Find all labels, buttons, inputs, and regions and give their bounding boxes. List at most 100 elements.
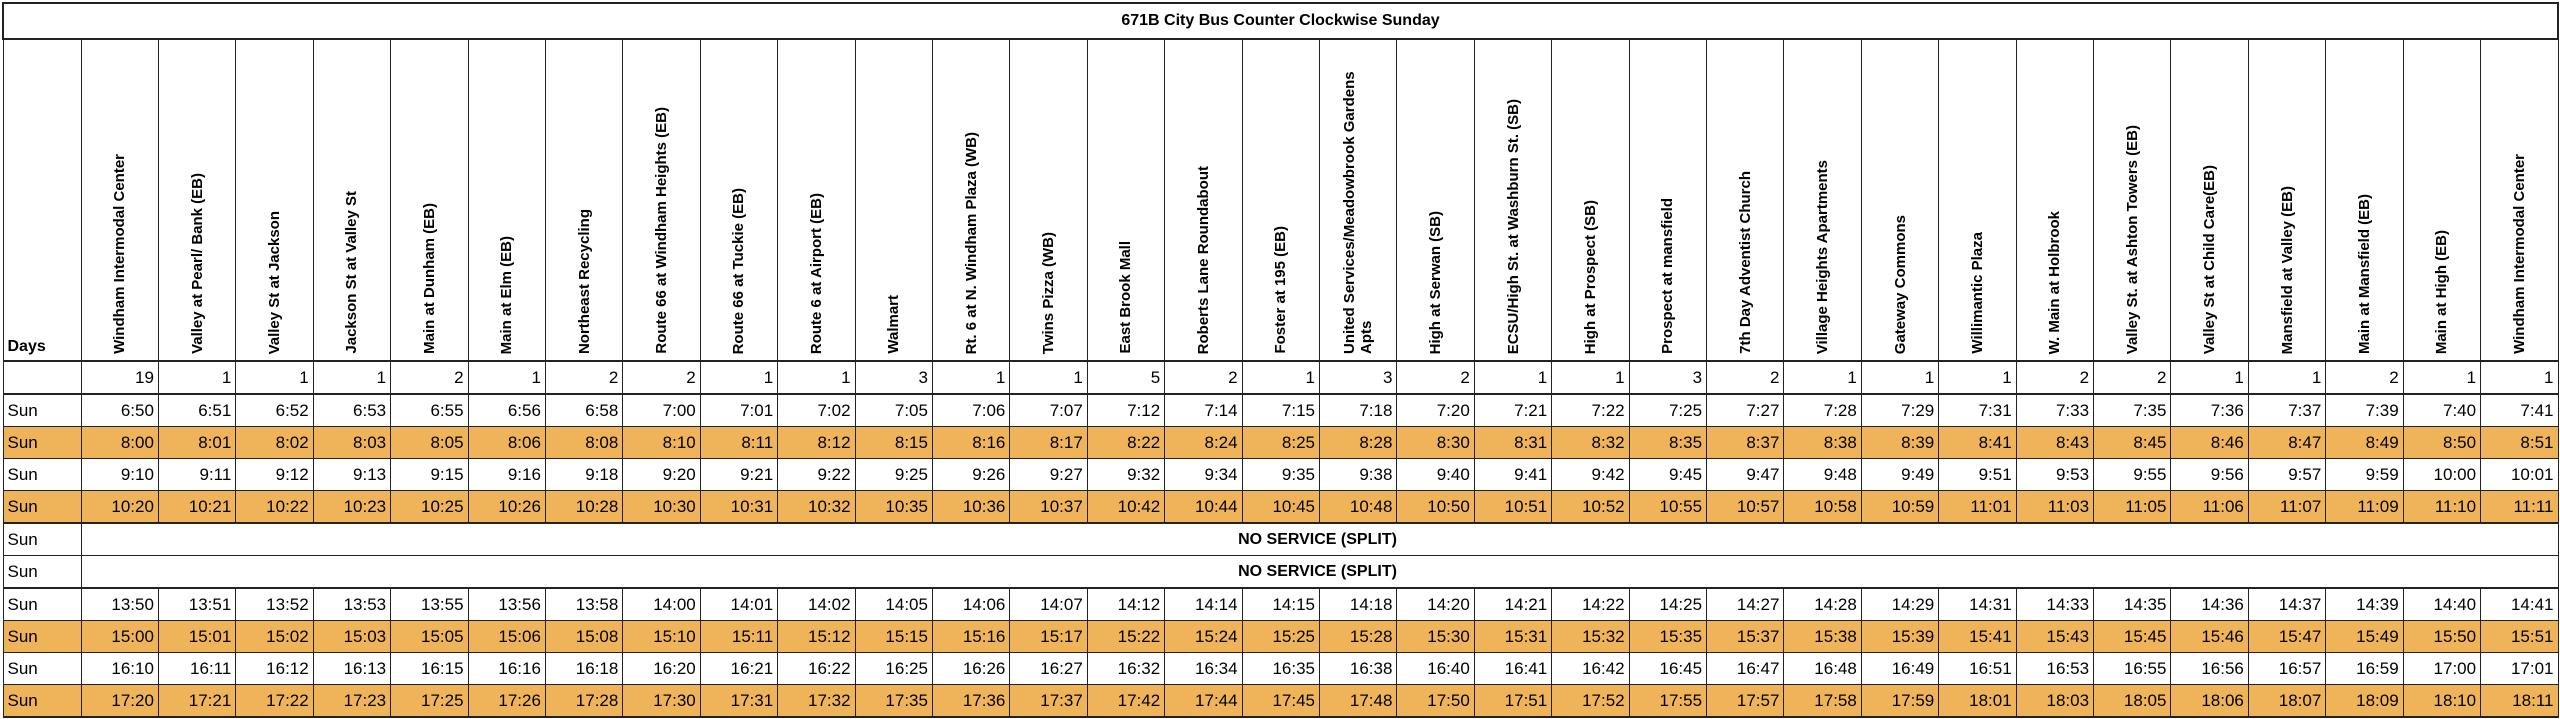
stop-count: 1 <box>467 360 546 395</box>
time-cell: 8:47 <box>2247 426 2327 459</box>
time-cell: 10:55 <box>1628 490 1708 524</box>
time-cell: 16:20 <box>622 652 701 685</box>
time-cell: 7:00 <box>622 393 701 427</box>
time-cell: 14:15 <box>1241 587 1321 621</box>
trip-row: Sun 9:10 9:11 9:12 9:13 9:15 9:16 9:18 9:20 9:21 9… <box>2 458 2559 491</box>
stop-header: Rt. 6 at N. Windham Plaza (WB) <box>931 38 1011 362</box>
time-cell: 7:12 <box>1086 393 1166 427</box>
time-cell: 10:30 <box>622 490 701 524</box>
time-cell: 7:21 <box>1473 393 1553 427</box>
stop-header: Windham Intermodal Center <box>80 38 159 362</box>
time-cell: 10:28 <box>544 490 624 524</box>
stop-header: High at Prospect (SB) <box>1551 38 1630 362</box>
stop-header: Route 66 at Tuckie (EB) <box>699 38 779 362</box>
time-cell: 16:27 <box>1009 652 1088 685</box>
stop-name: Valley St. at Ashton Towers (EB) <box>2123 124 2141 354</box>
time-cell: 16:47 <box>1706 652 1785 685</box>
time-cell: 14:06 <box>931 587 1011 621</box>
stop-count: 1 <box>2247 360 2327 395</box>
stop-name: Windham Intermodal Center <box>111 154 129 354</box>
stop-name: Main at High (EB) <box>2433 229 2451 354</box>
time-cell: 15:38 <box>1783 620 1862 653</box>
time-cell: 17:44 <box>1164 684 1243 718</box>
time-cell: 10:22 <box>235 490 314 524</box>
stop-name: High at Prospect (SB) <box>1581 199 1599 354</box>
time-cell: 8:05 <box>390 426 469 459</box>
time-cell: 10:31 <box>699 490 779 524</box>
time-cell: 15:10 <box>622 620 701 653</box>
time-cell: 14:20 <box>1396 587 1475 621</box>
time-cell: 15:43 <box>2015 620 2095 653</box>
time-cell: 15:37 <box>1706 620 1785 653</box>
time-cell: 10:35 <box>854 490 933 524</box>
time-cell: 14:01 <box>699 587 779 621</box>
time-cell: 15:50 <box>2402 620 2482 653</box>
time-cell: 8:17 <box>1009 426 1088 459</box>
trip-day: Sun <box>2 620 82 653</box>
time-cell: 17:30 <box>622 684 701 718</box>
stop-count-row: 19 1 1 1 2 1 2 2 1 1 3 1 1 5 2 1 3 2 1 1 3 2 1 1 1 2 2 1 1 2 1 1 <box>2 360 2559 395</box>
time-cell: 15:15 <box>854 620 933 653</box>
time-cell: 15:16 <box>931 620 1011 653</box>
time-cell: 8:31 <box>1473 426 1553 459</box>
stop-header: Walmart <box>854 38 933 362</box>
time-cell: 16:59 <box>2325 652 2404 685</box>
time-cell: 17:31 <box>699 684 779 718</box>
stop-name: Main at Elm (EB) <box>498 235 516 354</box>
time-cell: 8:00 <box>80 426 159 459</box>
stop-count: 3 <box>854 360 933 395</box>
time-cell: 16:15 <box>390 652 469 685</box>
time-cell: 17:58 <box>1783 684 1862 718</box>
time-cell: 7:25 <box>1628 393 1708 427</box>
time-cell: 8:03 <box>312 426 392 459</box>
stop-header: Valley St. at Ashton Towers (EB) <box>2093 38 2172 362</box>
stop-header: United Services/Meadowbrook Gardens Apts <box>1318 38 1398 362</box>
time-cell: 15:05 <box>390 620 469 653</box>
stop-name: Windham Intermodal Center <box>2510 154 2528 354</box>
time-cell: 17:25 <box>390 684 469 718</box>
stop-header: Valley St at Jackson <box>235 38 314 362</box>
time-cell: 17:37 <box>1009 684 1088 718</box>
time-cell: 17:59 <box>1860 684 1940 718</box>
trip-row: Sun NO SERVICE (SPLIT) <box>2 522 2559 556</box>
time-cell: 15:41 <box>1938 620 2017 653</box>
title-row: 671B City Bus Counter Clockwise Sunday <box>2 2 2559 40</box>
stop-name: Valley at Pearl/ Bank (EB) <box>188 173 206 354</box>
time-cell: 13:52 <box>235 587 314 621</box>
time-cell: 16:10 <box>80 652 159 685</box>
time-cell: 9:57 <box>2247 458 2327 491</box>
time-cell: 8:16 <box>931 426 1011 459</box>
stop-count: 2 <box>1706 360 1785 395</box>
time-cell: 10:25 <box>390 490 469 524</box>
stop-count: 5 <box>1086 360 1166 395</box>
time-cell: 16:18 <box>544 652 624 685</box>
time-cell: 10:59 <box>1860 490 1940 524</box>
time-cell: 15:49 <box>2325 620 2404 653</box>
time-cell: 8:38 <box>1783 426 1862 459</box>
stop-header: ECSU/High St. at Washburn St. (SB) <box>1473 38 1553 362</box>
time-cell: 16:53 <box>2015 652 2095 685</box>
time-cell: 14:18 <box>1318 587 1398 621</box>
stop-header-row: Days Windham Intermodal Center Valley at … <box>2 38 2559 362</box>
time-cell: 9:59 <box>2325 458 2404 491</box>
trip-row: Sun 16:10 16:11 16:12 16:13 16:15 16:16 16:18 16… <box>2 652 2559 685</box>
time-cell: 9:49 <box>1860 458 1940 491</box>
stop-header: Roberts Lane Roundabout <box>1164 38 1243 362</box>
trip-row: Sun 10:20 10:21 10:22 10:23 10:25 10:26 10:28 10… <box>2 490 2559 524</box>
stop-header: Route 66 at Windham Heights (EB) <box>622 38 701 362</box>
time-cell: 17:01 <box>2480 652 2559 685</box>
time-cell: 9:11 <box>157 458 237 491</box>
stop-name: Valley St at Jackson <box>266 210 284 354</box>
time-cell: 18:11 <box>2480 684 2559 718</box>
time-cell: 7:02 <box>777 393 856 427</box>
time-cell: 7:28 <box>1783 393 1862 427</box>
time-cell: 14:14 <box>1164 587 1243 621</box>
time-cell: 10:20 <box>80 490 159 524</box>
stop-header: Mansfield at Valley (EB) <box>2247 38 2327 362</box>
stop-header: Twins Pizza (WB) <box>1009 38 1088 362</box>
time-cell: 14:27 <box>1706 587 1785 621</box>
time-cell: 9:15 <box>390 458 469 491</box>
time-cell: 9:40 <box>1396 458 1475 491</box>
time-cell: 14:39 <box>2325 587 2404 621</box>
time-cell: 15:51 <box>2480 620 2559 653</box>
